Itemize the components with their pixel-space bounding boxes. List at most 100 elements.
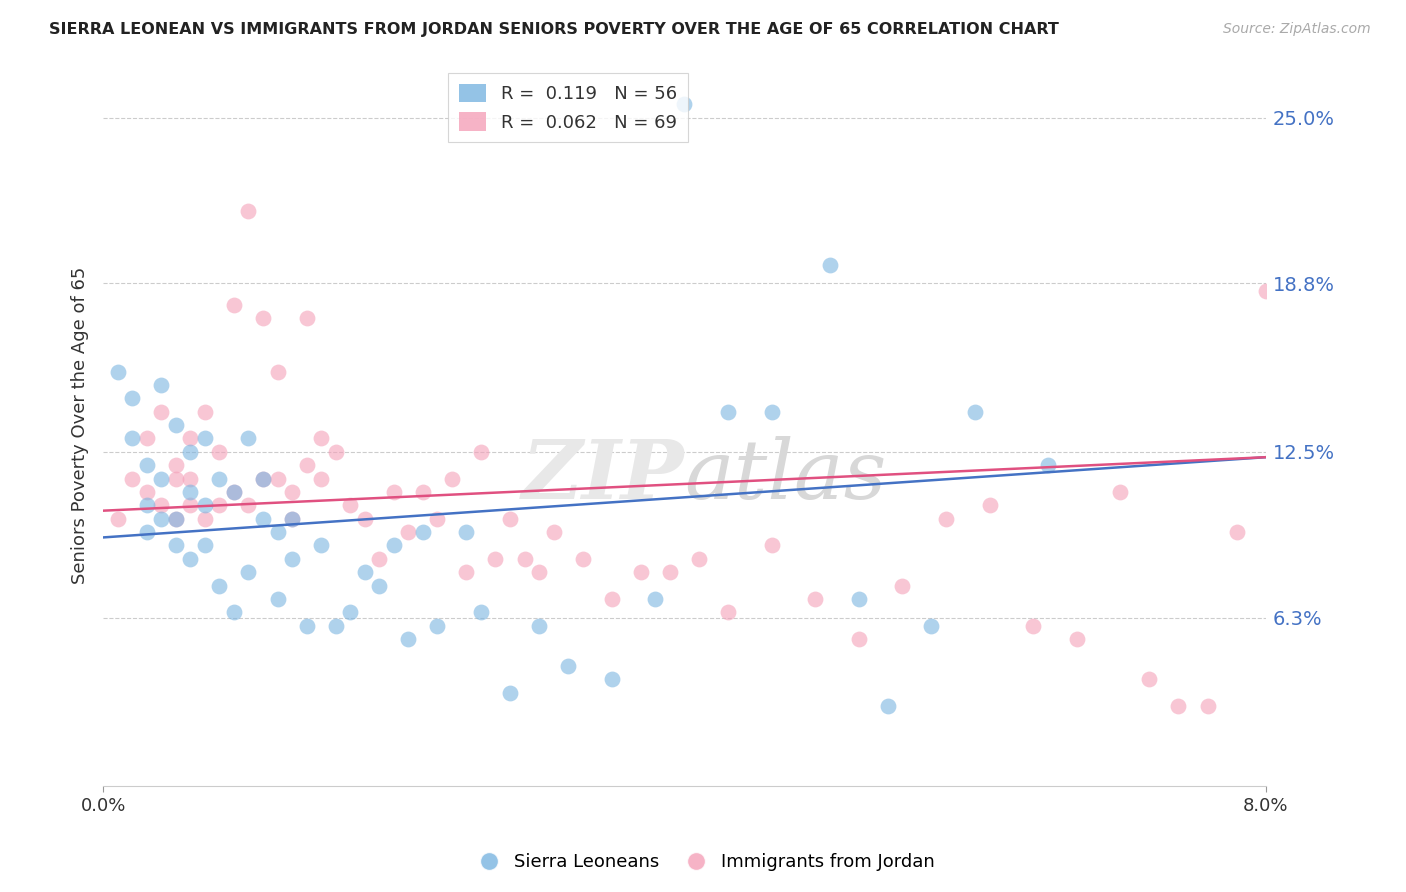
Point [179, 551, 201, 566]
Point [194, 512, 217, 526]
Point [1036, 458, 1059, 473]
Point [339, 499, 361, 513]
Point [165, 418, 187, 433]
Point [658, 565, 681, 579]
Point [179, 445, 201, 459]
Point [309, 432, 332, 446]
Point [527, 565, 550, 579]
Point [281, 485, 304, 500]
Point [165, 538, 187, 552]
Point [150, 405, 173, 419]
Point [1254, 285, 1277, 299]
Point [222, 605, 245, 619]
Point [1341, 698, 1364, 713]
Point [150, 499, 173, 513]
Point [238, 204, 260, 219]
Point [1022, 618, 1045, 632]
Point [848, 632, 870, 646]
Point [412, 524, 434, 539]
Point [295, 618, 318, 632]
Point [470, 445, 492, 459]
Point [179, 432, 201, 446]
Point [543, 524, 565, 539]
Point [1327, 685, 1350, 699]
Point [688, 551, 710, 566]
Point [121, 432, 143, 446]
Point [222, 298, 245, 312]
Point [281, 512, 304, 526]
Point [339, 605, 361, 619]
Point [325, 445, 347, 459]
Text: ZIP: ZIP [522, 435, 685, 516]
Point [456, 524, 478, 539]
Point [412, 485, 434, 500]
Point [513, 551, 536, 566]
Point [644, 591, 666, 606]
Point [499, 512, 522, 526]
Point [107, 512, 129, 526]
Point [761, 405, 783, 419]
Point [266, 365, 288, 379]
Point [150, 512, 173, 526]
Point [266, 591, 288, 606]
Point [456, 565, 478, 579]
Point [396, 632, 419, 646]
Point [208, 499, 231, 513]
Point [368, 578, 391, 592]
Point [238, 499, 260, 513]
Point [761, 538, 783, 552]
Point [630, 565, 652, 579]
Point [1284, 698, 1306, 713]
Point [266, 472, 288, 486]
Point [238, 565, 260, 579]
Point [484, 551, 506, 566]
Point [557, 658, 579, 673]
Point [295, 458, 318, 473]
Point [135, 499, 157, 513]
Point [107, 365, 129, 379]
Point [935, 512, 957, 526]
Point [194, 538, 217, 552]
Point [1197, 698, 1219, 713]
Point [382, 538, 405, 552]
Point [194, 432, 217, 446]
Point [426, 618, 449, 632]
Point [165, 512, 187, 526]
Point [165, 512, 187, 526]
Point [252, 472, 274, 486]
Point [281, 512, 304, 526]
Point [353, 565, 375, 579]
Point [470, 605, 492, 619]
Point [440, 472, 463, 486]
Point [238, 432, 260, 446]
Point [382, 485, 405, 500]
Y-axis label: Seniors Poverty Over the Age of 65: Seniors Poverty Over the Age of 65 [72, 267, 89, 583]
Point [1109, 485, 1132, 500]
Point [194, 499, 217, 513]
Point [252, 472, 274, 486]
Point [179, 485, 201, 500]
Point [1226, 524, 1249, 539]
Point [135, 432, 157, 446]
Point [963, 405, 986, 419]
Point [135, 524, 157, 539]
Point [396, 524, 419, 539]
Point [848, 591, 870, 606]
Point [150, 378, 173, 392]
Point [891, 578, 914, 592]
Legend: Sierra Leoneans, Immigrants from Jordan: Sierra Leoneans, Immigrants from Jordan [464, 847, 942, 879]
Point [717, 405, 740, 419]
Point [673, 97, 696, 112]
Point [1167, 698, 1189, 713]
Point [804, 591, 827, 606]
Point [600, 672, 623, 686]
Point [295, 311, 318, 326]
Point [527, 618, 550, 632]
Point [499, 685, 522, 699]
Point [165, 472, 187, 486]
Point [353, 512, 375, 526]
Point [309, 472, 332, 486]
Point [368, 551, 391, 566]
Point [121, 472, 143, 486]
Point [571, 551, 593, 566]
